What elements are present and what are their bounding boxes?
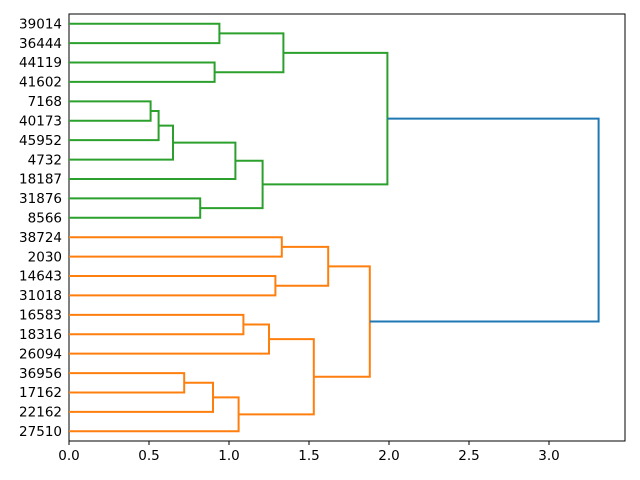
leaf-label: 7168 [28,94,62,110]
leaf-label: 22162 [19,405,62,421]
dendrogram-link [69,22,221,45]
leaf-label: 8566 [28,211,62,227]
leaf-label: 14643 [19,269,62,285]
dendrogram-link [69,236,283,258]
dendrogram-link [69,110,160,142]
leaf-label: 45952 [19,133,62,149]
leaf-label: 44119 [19,55,62,71]
dendrogram-link [69,100,152,122]
leaf-label: 17162 [19,385,62,401]
dendrogram-link [69,197,202,219]
dendrogram-link [69,275,277,297]
x-tick-label: 1.0 [218,448,239,464]
leaf-label: 31018 [19,288,62,304]
dendrogram-link [69,381,214,413]
leaf-label: 36444 [19,36,62,52]
dendrogram-link [275,245,330,287]
leaf-label: 41602 [19,75,62,91]
leaf-label: 31876 [19,191,62,207]
dendrogram-link [69,61,216,83]
leaf-label: 27510 [19,424,62,440]
dendrogram-link [69,313,245,336]
dendrogram-link [214,32,285,74]
leaf-label: 38724 [19,230,62,246]
dendrogram-link [69,124,174,161]
x-tick-label: 0.5 [138,448,159,464]
leaf-label: 2030 [28,249,62,265]
x-tick-label: 3.0 [538,448,559,464]
leaf-label: 40173 [19,113,62,129]
x-tick-label: 2.0 [378,448,399,464]
dendrogram-link [238,338,315,416]
leaf-label: 18187 [19,172,62,188]
leaf-label: 16583 [19,308,62,324]
leaf-label: 39014 [19,16,62,32]
leaf-label: 18316 [19,327,62,343]
dendrogram-link [69,372,186,394]
leaf-label: 36956 [19,366,62,382]
dendrogram-link [313,265,371,378]
leaf-label: 4732 [28,152,62,168]
x-tick-label: 1.5 [298,448,319,464]
plot-frame [68,13,626,442]
dendrogram-link [200,159,264,210]
dendrogram-link [69,323,270,355]
x-tick-label: 2.5 [458,448,479,464]
dendrogram-link [369,117,600,323]
x-tick-label: 0.0 [58,448,79,464]
leaf-label: 26094 [19,346,62,362]
dendrogram-link [69,141,237,180]
